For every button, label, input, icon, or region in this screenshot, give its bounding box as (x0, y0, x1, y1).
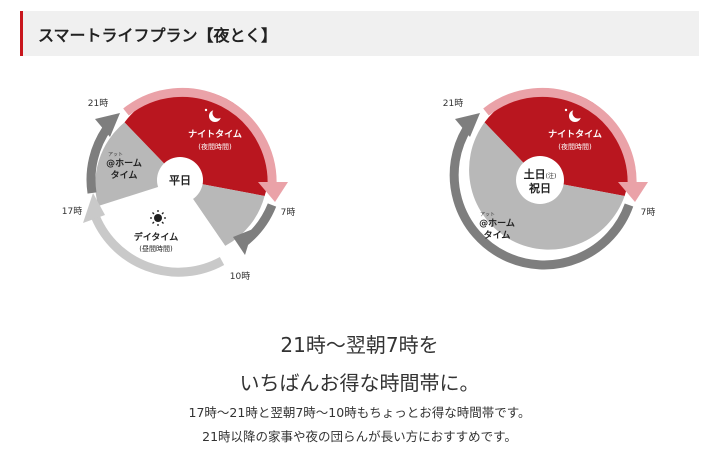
night-time-label: ナイトタイム (188, 128, 242, 140)
time-17-label: 17時 (62, 206, 82, 217)
caption-detail-2: 21時以降の家事や夜の団らんが長い方におすすめです。 (202, 429, 517, 444)
home-time-label-1: @ホーム (106, 158, 142, 169)
holiday-night-sub: (夜間時間) (558, 142, 592, 151)
holiday-center-weekend: 土日 (524, 167, 546, 181)
section-title: スマートライフプラン【夜とく】 (38, 26, 278, 45)
header-accent-bar (20, 11, 23, 56)
home-time-ruby: アット (108, 152, 123, 158)
day-time-sub: (昼間時間) (139, 245, 173, 253)
caption-headline-2: いちばんお得な時間帯に。 (239, 371, 480, 395)
home-time-segment-morning (180, 180, 265, 246)
center-label: 平日 (169, 174, 191, 187)
center-circle (157, 157, 203, 203)
night-arc-arrow (123, 87, 277, 188)
home-time-label-2: タイム (111, 169, 138, 181)
night-arrowhead (258, 182, 288, 202)
evening-arc-arrow (86, 124, 112, 194)
holiday-time-7-label: 7時 (641, 207, 656, 218)
time-21-label: 21時 (88, 98, 108, 109)
holiday-center-note: (注) (546, 172, 557, 180)
evening-arrowhead (95, 113, 120, 137)
holiday-night-label: ナイトタイム (548, 128, 602, 140)
holiday-home-ruby: アット (480, 212, 495, 218)
caption-headline-1: 21時～翌朝7時を (280, 333, 439, 357)
holiday-center-circle (516, 156, 564, 204)
moon-stars-icon (564, 107, 584, 122)
caption-detail-1: 17時～21時と翌朝7時～10時もちょっとお得な時間帯です。 (188, 405, 531, 420)
holiday-time-diagram: 土日(注) 祝日 ナイトタイム (夜間時間) アット @ホーム タイム 21時 … (443, 87, 656, 270)
holiday-night-arrowhead (618, 182, 648, 202)
holiday-home-arc-arrow (449, 124, 634, 270)
day-time-label: デイタイム (134, 231, 178, 243)
holiday-center-line1: 土日(注) (524, 167, 557, 181)
time-10-label: 10時 (230, 271, 250, 282)
holiday-home-label-1: @ホーム (479, 218, 515, 229)
sun-icon (150, 210, 166, 226)
night-time-sub: (夜間時間) (198, 142, 232, 151)
holiday-night-segment (484, 89, 630, 196)
day-arc-arrow (89, 211, 225, 277)
section-header: スマートライフプラン【夜とく】 (20, 11, 699, 56)
holiday-center-line2: 祝日 (529, 181, 551, 195)
holiday-night-arc-arrow (483, 87, 637, 188)
night-time-segment (124, 89, 270, 196)
moon-stars-icon (204, 107, 224, 122)
weekday-time-diagram: 平日 ナイトタイム (夜間時間) デイタイム (昼間時間) アット @ホーム タ… (62, 87, 296, 282)
holiday-home-arrowhead (455, 113, 480, 137)
time-7-label: 7時 (281, 207, 296, 218)
holiday-time-21-label: 21時 (443, 98, 463, 109)
day-time-segment (98, 180, 226, 264)
morning-arrowhead (233, 229, 253, 255)
day-arrowhead (83, 193, 105, 223)
holiday-home-label-2: タイム (484, 229, 511, 241)
